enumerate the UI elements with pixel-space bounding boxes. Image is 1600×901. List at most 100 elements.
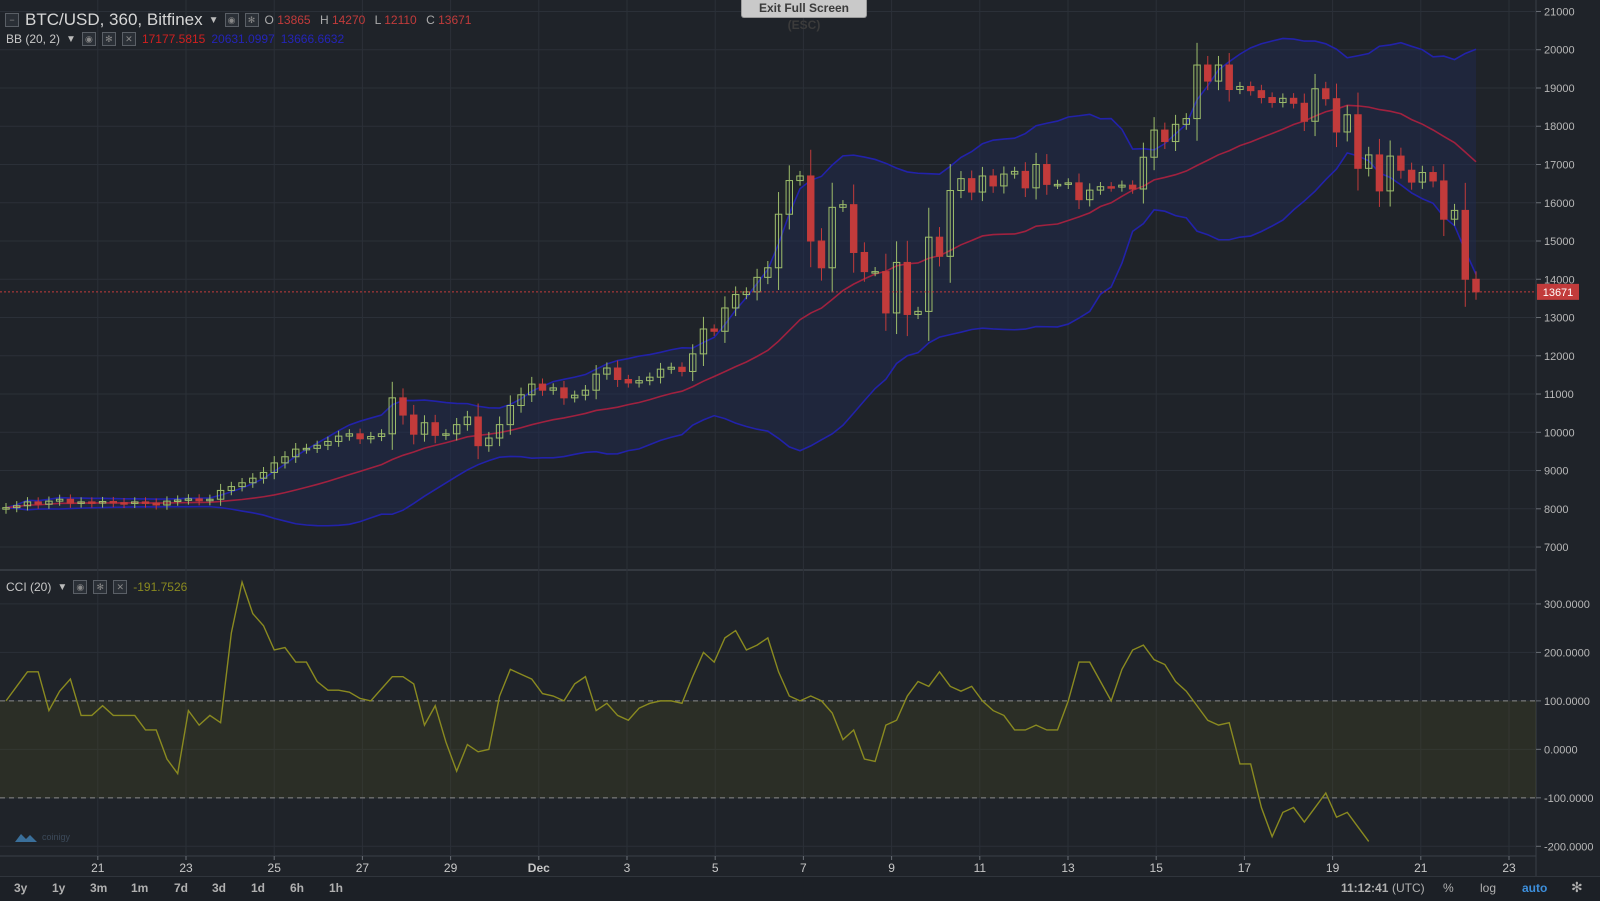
candle-body xyxy=(120,502,128,505)
auto-toggle[interactable]: auto xyxy=(1522,881,1548,895)
percent-toggle[interactable]: % xyxy=(1443,881,1454,895)
eye-icon[interactable]: ◉ xyxy=(73,580,88,594)
candle-body xyxy=(1257,90,1266,99)
candle-body xyxy=(592,373,600,391)
candle-body xyxy=(1161,129,1169,143)
candle-body xyxy=(1053,183,1062,187)
price-tick-label: 14000 xyxy=(1544,274,1575,286)
timeframe-1h[interactable]: 1h xyxy=(329,881,344,895)
candle-body xyxy=(281,456,289,464)
time-tick-label: 27 xyxy=(356,861,370,875)
last-price-tag xyxy=(1537,283,1579,300)
candle-body xyxy=(270,462,278,473)
candle-body xyxy=(1107,186,1115,189)
candle-body xyxy=(1182,118,1191,125)
time-tick-label: 19 xyxy=(1326,861,1340,875)
timeframe-3y[interactable]: 3y xyxy=(14,881,28,895)
candle-body xyxy=(109,501,118,504)
candle-body xyxy=(1064,182,1072,185)
close-icon[interactable]: ✕ xyxy=(113,580,128,594)
candle-body xyxy=(839,204,847,208)
price-tick-label: 20000 xyxy=(1544,45,1575,57)
bb-legend-name[interactable]: BB (20, 2) xyxy=(6,32,61,46)
candle-body xyxy=(817,240,826,269)
price-tick-label: 18000 xyxy=(1544,121,1575,133)
candle-body xyxy=(1418,172,1427,183)
candle-body xyxy=(849,204,858,253)
cci-line xyxy=(5,579,1370,842)
ohlc-open-label: O xyxy=(264,13,274,27)
candle-body xyxy=(1300,102,1309,122)
gear-icon[interactable]: ✻ xyxy=(244,13,259,27)
ohlc-high-label: H xyxy=(319,13,329,27)
candle-body xyxy=(1193,64,1201,120)
candle-body xyxy=(1075,182,1083,201)
candle-body xyxy=(77,501,85,504)
time-tick-label: 21 xyxy=(1414,861,1428,875)
candle-body xyxy=(1386,155,1394,192)
candle-body xyxy=(871,271,879,274)
collapse-icon[interactable]: − xyxy=(5,13,19,27)
price-tick-label: 17000 xyxy=(1544,159,1575,171)
candle-body xyxy=(967,178,976,193)
time-tick-label: 15 xyxy=(1150,861,1164,875)
eye-icon[interactable]: ◉ xyxy=(81,32,96,46)
chevron-down-icon[interactable]: ▼ xyxy=(57,581,68,593)
settings-gear-icon[interactable]: ✻ xyxy=(1571,879,1583,895)
chevron-down-icon[interactable]: ▼ xyxy=(66,33,76,45)
candle-body xyxy=(1289,97,1298,104)
ohlc-high-value: 14270 xyxy=(331,13,366,27)
timeframe-1d[interactable]: 1d xyxy=(251,881,266,895)
close-icon[interactable]: ✕ xyxy=(121,32,136,46)
candle-body xyxy=(1139,156,1148,190)
candle-body xyxy=(570,394,579,399)
candle-body xyxy=(88,501,96,504)
candle-body xyxy=(549,387,557,391)
timeframe-3d[interactable]: 3d xyxy=(212,881,227,895)
log-toggle[interactable]: log xyxy=(1480,881,1497,895)
gear-icon[interactable]: ✻ xyxy=(93,580,108,594)
candle-body xyxy=(291,448,300,458)
clock-timezone[interactable]: (UTC) xyxy=(1392,881,1425,895)
candle-body xyxy=(957,178,965,192)
candle-body xyxy=(807,175,815,242)
eye-icon[interactable]: ◉ xyxy=(224,13,239,27)
candle-body xyxy=(925,236,933,312)
candle-body xyxy=(774,213,783,269)
candle-body xyxy=(345,433,354,437)
exit-fullscreen-button[interactable]: Exit Full Screen (ESC) xyxy=(741,0,867,32)
candle-body xyxy=(506,405,515,426)
candle-body xyxy=(238,482,246,488)
gear-icon[interactable]: ✻ xyxy=(101,32,116,46)
timeframe-3m[interactable]: 3m xyxy=(90,881,108,895)
candle-body xyxy=(1268,97,1276,104)
price-tick-label: 15000 xyxy=(1544,236,1575,248)
candle-body xyxy=(141,501,150,504)
price-tick-label: 12000 xyxy=(1544,351,1575,363)
candle-body xyxy=(55,498,64,502)
ohlc-low-label: L xyxy=(374,13,381,27)
candle-body xyxy=(1311,88,1319,122)
chart-canvas[interactable]: 7000800090001000011000120001300014000150… xyxy=(0,0,1600,876)
bb-upper-value: 20631.0997 xyxy=(211,32,275,46)
candle-body xyxy=(388,397,396,435)
timeframe-1y[interactable]: 1y xyxy=(52,881,66,895)
cci-legend-name[interactable]: CCI (20) xyxy=(6,580,52,594)
timeframe-1m[interactable]: 1m xyxy=(131,881,149,895)
candle-body xyxy=(420,422,429,435)
price-tick-label: 21000 xyxy=(1544,6,1575,18)
candle-body xyxy=(1118,184,1126,188)
candle-body xyxy=(667,366,675,370)
cci-tick-label: 100.0000 xyxy=(1544,696,1590,708)
candle-body xyxy=(710,328,718,332)
logo: coinigy xyxy=(14,830,70,844)
candle-body xyxy=(1332,98,1341,133)
chevron-down-icon[interactable]: ▼ xyxy=(208,14,219,26)
candle-body xyxy=(1000,173,1008,187)
timeframe-7d[interactable]: 7d xyxy=(174,881,189,895)
time-tick-label: 29 xyxy=(444,861,458,875)
candle-body xyxy=(860,251,869,273)
symbol-title[interactable]: BTC/USD, 360, Bitfinex xyxy=(25,10,203,29)
timeframe-6h[interactable]: 6h xyxy=(290,881,305,895)
candle-body xyxy=(688,353,697,372)
